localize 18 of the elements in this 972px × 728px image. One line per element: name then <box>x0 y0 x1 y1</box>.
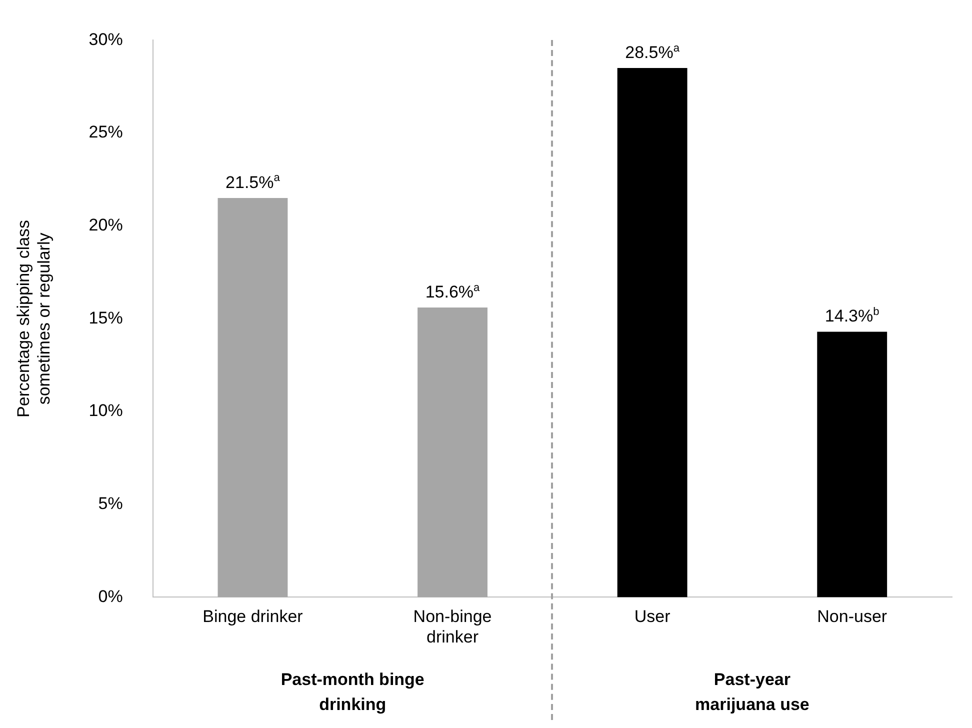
x-tick-label: User <box>634 607 671 626</box>
bar <box>218 198 288 598</box>
y-tick-label: 10% <box>88 401 123 420</box>
y-tick-label: 0% <box>98 586 123 606</box>
text: Past-year marijuana use <box>695 670 810 714</box>
y-tick-label: 5% <box>98 494 123 514</box>
bar <box>817 332 888 598</box>
y-axis-title: Percentage skipping class sometimes or regularly <box>14 220 54 418</box>
bar <box>418 308 488 598</box>
y-tick-label: 20% <box>88 216 123 235</box>
text: Past-month binge drinking <box>280 670 424 714</box>
x-tick-label: Binge drinker <box>202 607 304 626</box>
bar <box>617 68 688 598</box>
y-tick-label: 25% <box>88 122 123 142</box>
x-tick-label: Non-user <box>817 607 888 626</box>
x-tick-label: Non-binge drinker <box>413 607 492 646</box>
y-tick-label: 30% <box>88 30 123 49</box>
y-tick-label: 15% <box>88 308 123 328</box>
